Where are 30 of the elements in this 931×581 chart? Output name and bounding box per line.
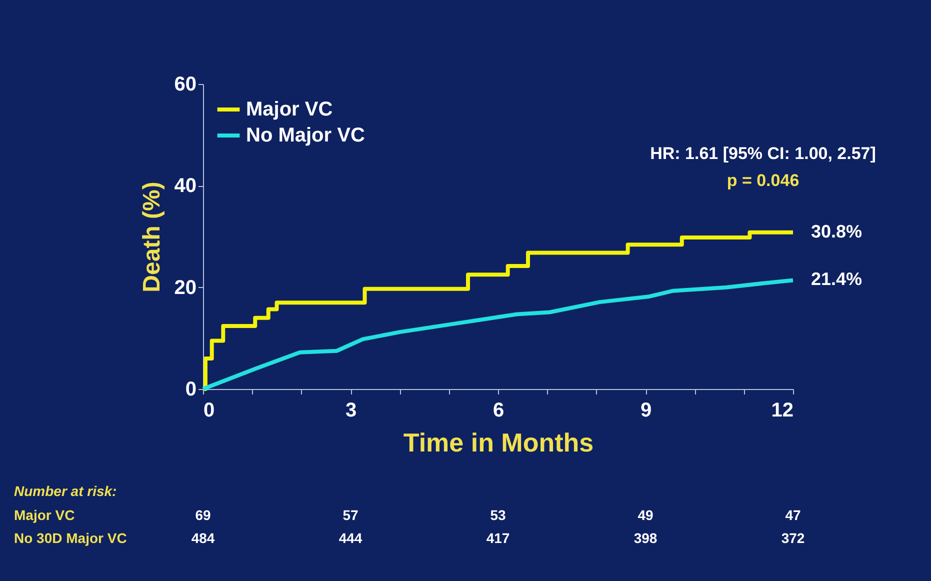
text: 69 xyxy=(195,507,211,523)
text: 484 xyxy=(191,530,215,546)
text: 398 xyxy=(634,530,658,546)
x-tick-label: 9 xyxy=(640,400,652,422)
x-tick-label: 12 xyxy=(771,400,794,422)
x-axis-title: Time in Months xyxy=(403,428,594,458)
text: No 30D Major VC xyxy=(14,530,127,546)
annotation: p = 0.046 xyxy=(726,171,800,190)
x-tick-label: 3 xyxy=(345,400,357,422)
y-axis-title: Death (%) xyxy=(138,182,166,292)
legend-label: No Major VC xyxy=(246,124,365,146)
y-tick-label: 0 xyxy=(185,378,196,400)
text: 57 xyxy=(342,507,358,523)
y-tick-label: 40 xyxy=(174,175,196,198)
text: 372 xyxy=(781,530,805,546)
text: 49 xyxy=(638,507,654,523)
text: 47 xyxy=(785,507,801,523)
y-tick-label: 20 xyxy=(174,276,196,299)
annotation: 30.8% xyxy=(811,221,862,242)
annotation: HR: 1.61 [95% CI: 1.00, 2.57] xyxy=(650,144,876,163)
text: Number at risk: xyxy=(14,483,117,499)
text: Major VC xyxy=(14,507,75,523)
text: 444 xyxy=(338,530,362,546)
y-tick-label: 60 xyxy=(174,74,196,96)
text: 53 xyxy=(490,507,506,523)
x-tick-label: 0 xyxy=(204,400,215,422)
x-tick-label: 6 xyxy=(492,400,504,422)
legend-label: Major VC xyxy=(246,98,333,120)
text: 417 xyxy=(486,530,510,546)
annotation: 21.4% xyxy=(811,269,862,290)
